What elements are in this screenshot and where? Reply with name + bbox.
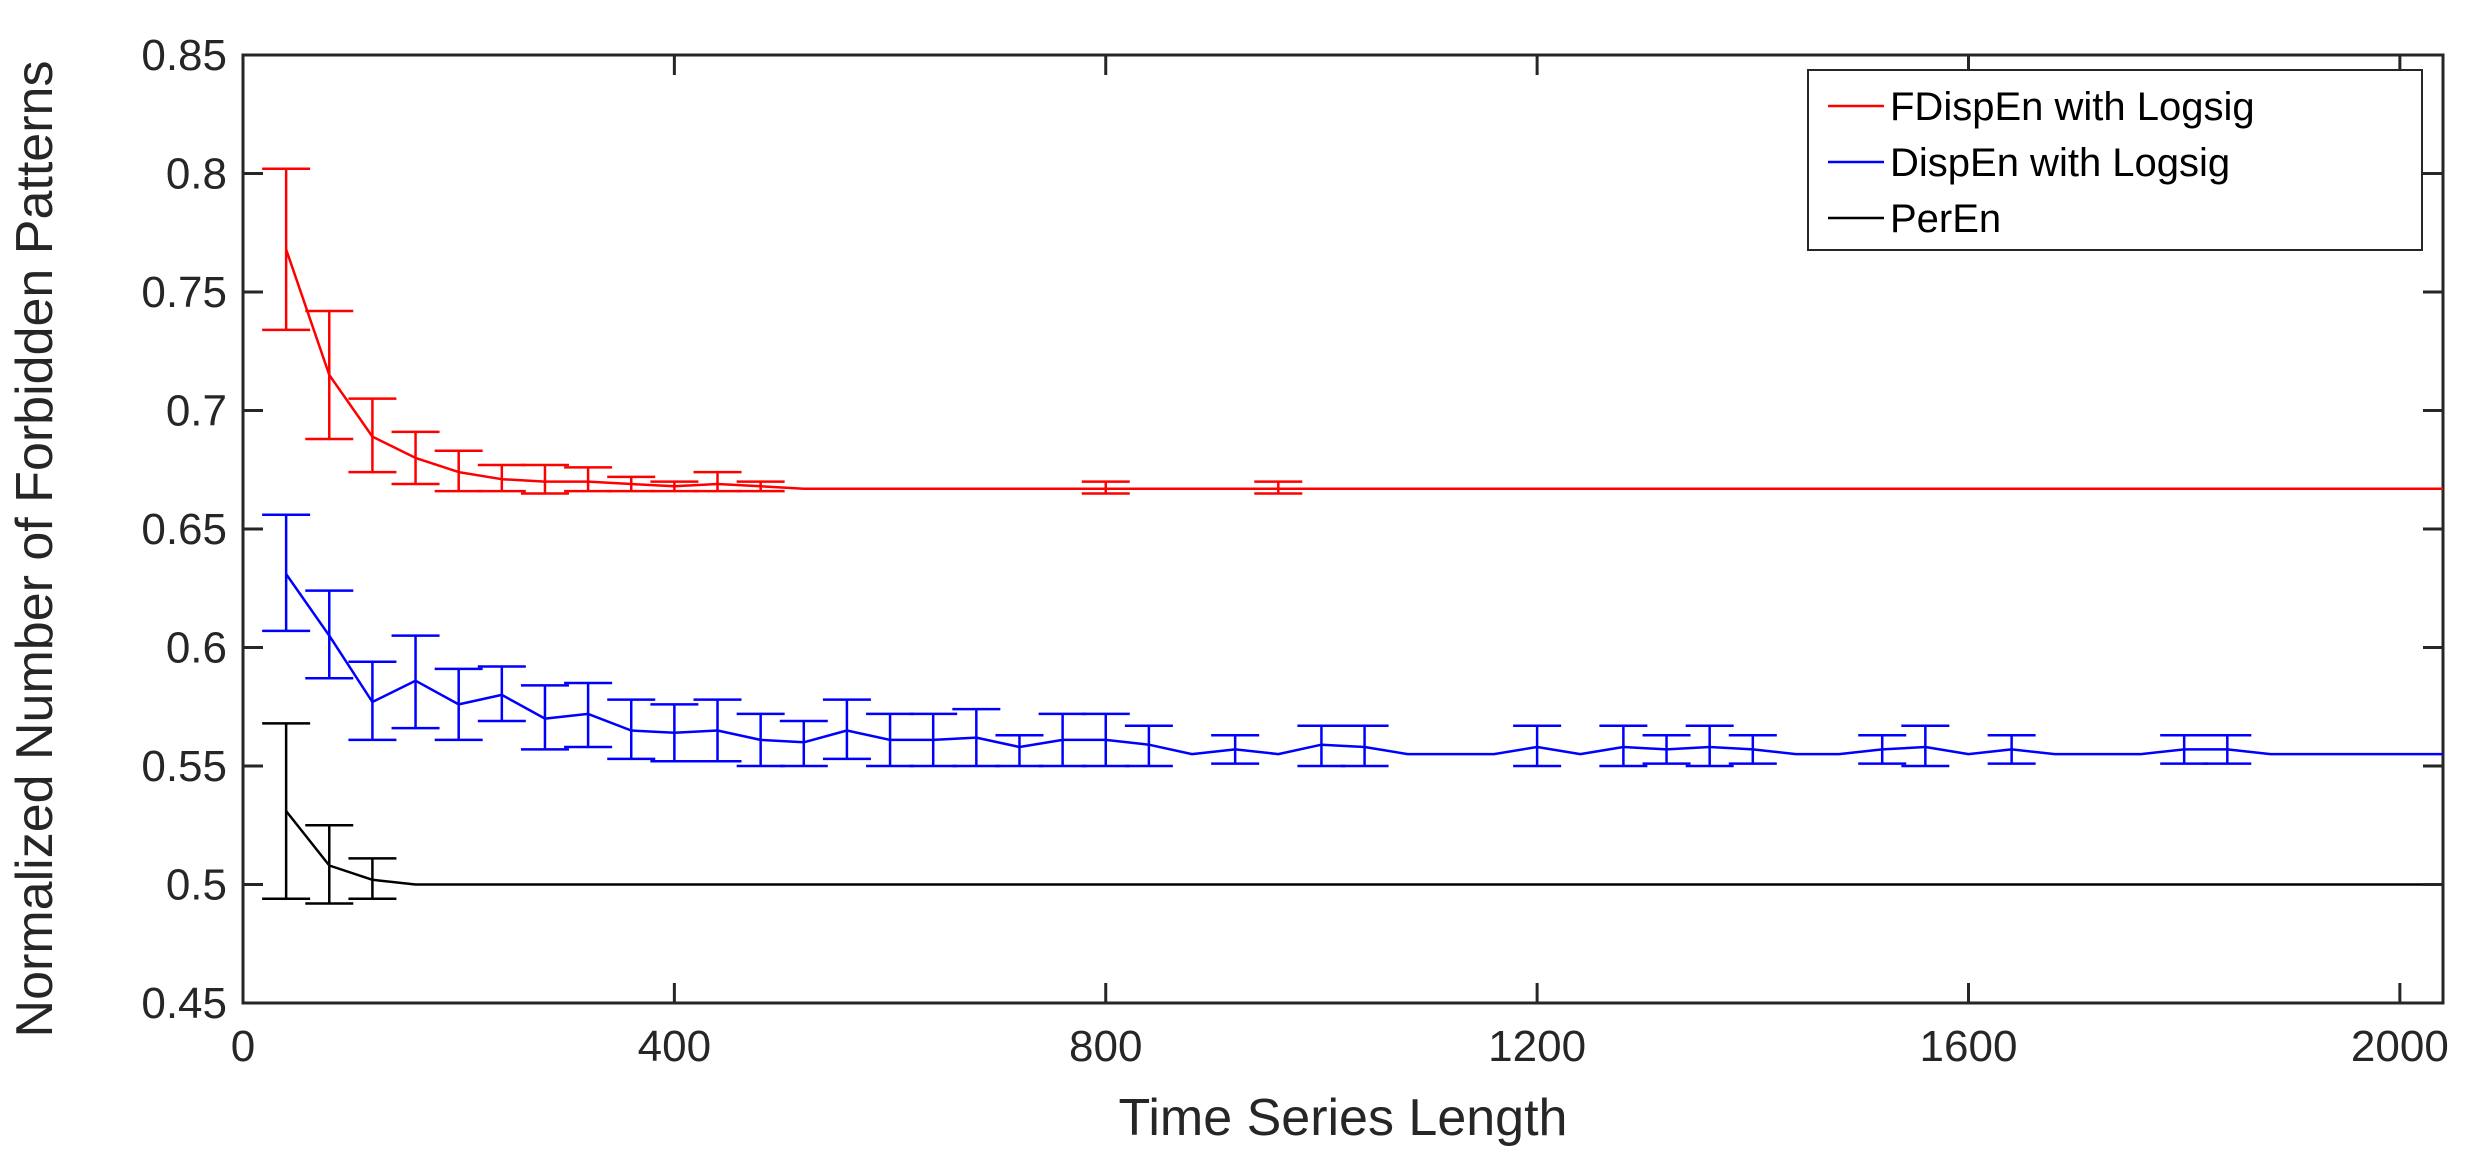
error-bar <box>1901 724 1950 768</box>
x-axis-label: Time Series Length <box>1119 1089 1568 1147</box>
error-bar <box>1081 480 1130 495</box>
error-bar <box>477 463 526 493</box>
error-bar <box>607 698 656 761</box>
error-bar <box>564 466 613 493</box>
error-bar <box>262 513 311 633</box>
error-bar <box>607 475 656 493</box>
error-bar <box>995 733 1044 768</box>
x-tick-label: 400 <box>638 1022 711 1071</box>
error-bar <box>822 698 871 761</box>
error-bar <box>952 707 1001 768</box>
error-bar <box>2160 733 2209 765</box>
legend-item[interactable]: PerEn <box>1828 197 2001 241</box>
error-bar <box>736 712 785 768</box>
y-tick-label: 0.7 <box>166 387 227 436</box>
legend-label: FDispEn with Logsig <box>1890 85 2255 129</box>
y-tick-label: 0.6 <box>166 624 227 673</box>
series-layer <box>262 167 2443 905</box>
error-bar <box>779 719 828 768</box>
error-bar <box>1211 733 1260 765</box>
y-tick-label: 0.65 <box>141 505 227 554</box>
error-bar <box>650 480 699 493</box>
error-bar <box>305 824 354 905</box>
error-bar <box>2203 733 2252 765</box>
error-bar <box>1599 724 1648 768</box>
error-bar <box>348 397 397 474</box>
error-bar <box>305 589 354 680</box>
legend-items: FDispEn with Logsig DispEn with Logsig Per… <box>1828 85 2255 241</box>
axis-labels: Time Series Length Normalized Number of … <box>6 61 1567 1147</box>
x-tick-label: 1600 <box>1920 1022 2018 1071</box>
y-tick-label: 0.8 <box>166 150 227 199</box>
error-bar <box>1254 480 1303 495</box>
error-bar <box>348 857 397 900</box>
error-bar <box>1124 724 1173 768</box>
legend-box <box>1807 69 2423 251</box>
error-bar <box>693 470 742 493</box>
y-axis-label: Normalized Number of Forbidden Patterns <box>6 61 64 1038</box>
x-tick-label: 800 <box>1069 1022 1142 1071</box>
error-bar <box>434 667 483 742</box>
error-bar <box>434 449 483 493</box>
error-bar <box>520 684 569 751</box>
series-2 <box>262 722 2443 905</box>
error-bar <box>1685 724 1734 768</box>
y-tick-label: 0.5 <box>166 861 227 910</box>
error-bar <box>1081 712 1130 768</box>
error-bar <box>520 463 569 495</box>
legend-label: DispEn with Logsig <box>1890 141 2230 185</box>
ticks-layer: 0 400 800 1200 1600 2000 0.45 0.5 0.55 0.6 0.65 0.7… <box>141 31 2448 1071</box>
error-bar <box>736 480 785 493</box>
error-bar <box>909 712 958 768</box>
error-bar <box>1728 733 1777 765</box>
error-bar <box>348 660 397 742</box>
error-bar <box>1987 733 2036 765</box>
y-tick-label: 0.85 <box>141 31 227 80</box>
legend-label: PerEn <box>1890 197 2001 241</box>
x-tick-label: 2000 <box>2351 1022 2449 1071</box>
error-bar <box>391 634 440 730</box>
error-bar <box>650 703 699 763</box>
x-tick-label: 0 <box>231 1022 255 1071</box>
legend-item[interactable]: DispEn with Logsig <box>1828 141 2230 185</box>
error-bar <box>305 309 354 441</box>
error-bar <box>1642 733 1691 765</box>
error-bar <box>1513 724 1562 768</box>
error-bar <box>391 430 440 486</box>
error-bar <box>866 712 915 768</box>
error-bar <box>262 722 311 900</box>
x-tick-label: 1200 <box>1488 1022 1586 1071</box>
error-bar <box>1858 733 1907 765</box>
error-bar <box>477 665 526 723</box>
error-bar <box>1038 712 1087 768</box>
series-line <box>285 810 2443 886</box>
error-bar <box>1340 724 1389 768</box>
y-tick-label: 0.45 <box>141 979 227 1028</box>
error-bar <box>1297 724 1346 768</box>
series-0 <box>262 167 2443 495</box>
error-bar <box>693 698 742 763</box>
y-tick-label: 0.55 <box>141 742 227 791</box>
legend[interactable]: FDispEn with Logsig DispEn with Logsig Per… <box>1807 69 2423 251</box>
error-bar <box>564 681 613 749</box>
error-bar <box>262 167 311 332</box>
y-tick-label: 0.75 <box>141 268 227 317</box>
legend-item[interactable]: FDispEn with Logsig <box>1828 85 2255 129</box>
series-1 <box>262 513 2443 768</box>
